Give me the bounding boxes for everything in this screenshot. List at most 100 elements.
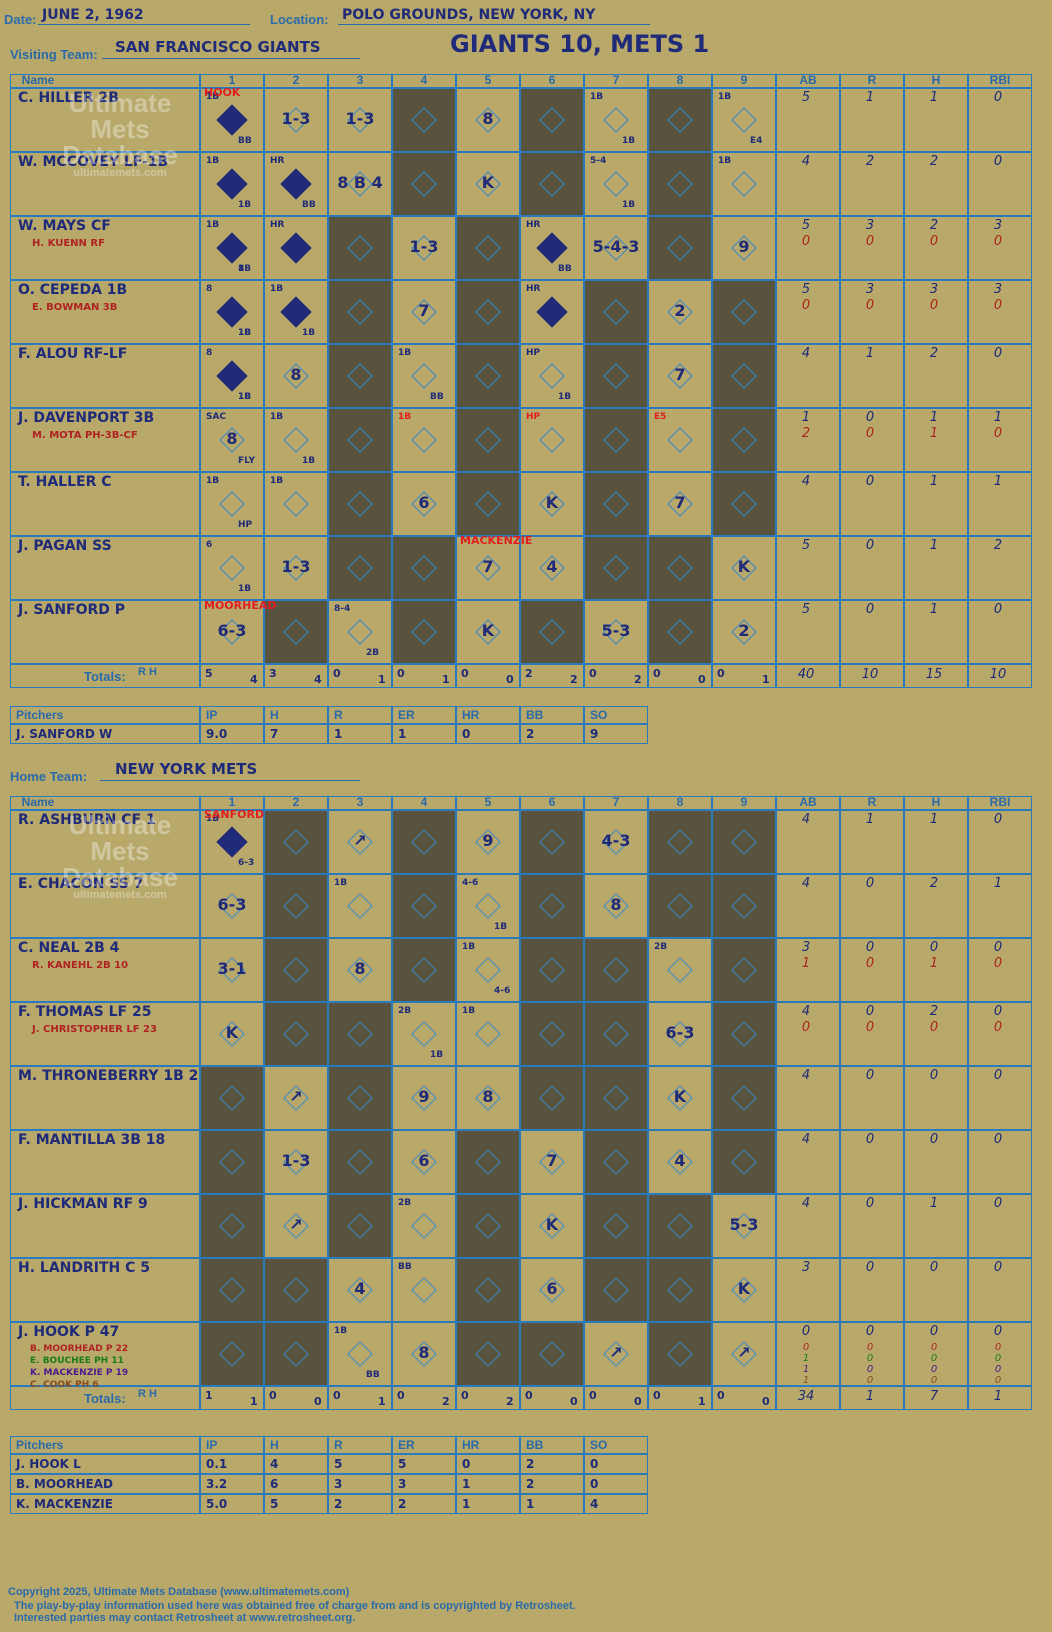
inning-cell <box>712 1002 776 1066</box>
substitute-stat-value: 0 <box>994 1342 1002 1353</box>
stat-value: 1 <box>865 90 875 105</box>
inning-cell <box>264 1322 328 1386</box>
column-header-label: 2 <box>292 795 300 809</box>
inning-hits: 1 <box>378 673 386 686</box>
total-stat-cell <box>968 664 1032 688</box>
play-notation: 1B <box>590 92 604 102</box>
inning-cell <box>328 1066 392 1130</box>
inning-cell <box>584 216 648 280</box>
inning-cell <box>200 1322 264 1386</box>
home-team-label: Home Team: <box>10 769 88 784</box>
stat-cell <box>840 1258 904 1322</box>
column-header-label: 8 <box>676 795 684 809</box>
inning-cell <box>264 152 328 216</box>
inning-cell <box>392 1322 456 1386</box>
inning-cell <box>392 472 456 536</box>
batter-cell <box>10 810 200 874</box>
column-header-3 <box>328 796 392 810</box>
batter-name: F. ALOU RF-LF <box>18 346 128 362</box>
inning-total-cell <box>328 1386 392 1410</box>
inning-hits: 4 <box>314 673 322 686</box>
pitcher-change-note: MACKENZIE <box>460 534 533 547</box>
inning-cell <box>392 810 456 874</box>
inning-cell <box>712 216 776 280</box>
column-header-2 <box>264 796 328 810</box>
inning-total-cell <box>200 1386 264 1410</box>
inning-cell <box>520 810 584 874</box>
play-notation: 1B <box>238 328 252 338</box>
total-stat-value: 1 <box>865 1389 875 1404</box>
pitcher-stat: 7 <box>270 727 279 741</box>
stat-value: 2 <box>929 218 939 233</box>
pitcher-stat: 4 <box>590 1497 599 1511</box>
pitcher-header-cell <box>392 1436 456 1454</box>
pitcher-header-cell <box>520 1436 584 1454</box>
substitute-stat-value: 0 <box>994 1353 1002 1364</box>
substitute-stat-value: 0 <box>993 956 1003 971</box>
column-header-6 <box>520 74 584 88</box>
inning-cell <box>200 1002 264 1066</box>
column-header-label: 9 <box>740 73 748 87</box>
substitute-stat-value: 0 <box>993 234 1003 249</box>
pitcher-stat: 1 <box>462 1477 471 1491</box>
inning-hits: 4 <box>250 673 258 686</box>
pitcher-header-label: BB <box>526 708 544 722</box>
pitcher-stat-cell <box>328 724 392 744</box>
inning-hits: 2 <box>506 1395 514 1408</box>
play-notation: 1B <box>462 942 476 952</box>
inning-hits: 1 <box>250 1395 258 1408</box>
inning-runs: 0 <box>653 667 661 680</box>
play-notation: E4 <box>750 136 763 146</box>
substitute-stat-value: 0 <box>930 1364 938 1375</box>
inning-cell <box>712 600 776 664</box>
column-header-5 <box>456 796 520 810</box>
pitcher-header-cell <box>392 706 456 724</box>
stat-value: 3 <box>993 282 1003 297</box>
pitcher-header-label: HR <box>462 1438 480 1452</box>
batter-cell <box>10 216 200 280</box>
stat-cell <box>968 1130 1032 1194</box>
stat-cell <box>968 1194 1032 1258</box>
inning-runs: 3 <box>269 667 277 680</box>
substitute-stat-value: 1 <box>929 956 939 971</box>
play-notation: 6 <box>206 540 213 550</box>
pitcher-stat: 1 <box>462 1497 471 1511</box>
play-notation: HR <box>270 220 285 230</box>
substitute-stat-value: 1 <box>802 1375 810 1386</box>
stat-value: 0 <box>993 90 1003 105</box>
inning-cell <box>520 344 584 408</box>
substitute-name: H. KUENN RF <box>32 238 105 249</box>
play-result: 1-3 <box>281 109 311 128</box>
total-stat-value: 40 <box>797 667 815 682</box>
column-header-name <box>10 796 200 810</box>
play-notation: 4-6 <box>462 878 479 888</box>
play-notation: HR <box>526 220 541 230</box>
column-header-3 <box>328 74 392 88</box>
play-result: K <box>737 1279 751 1298</box>
play-notation: 1B <box>622 136 636 146</box>
column-header-9 <box>712 74 776 88</box>
stat-cell <box>968 938 1032 1002</box>
play-result: 8 <box>482 1087 494 1106</box>
play-notation: 5-4 <box>590 156 607 166</box>
inning-cell <box>712 344 776 408</box>
stat-cell <box>840 874 904 938</box>
stat-cell <box>904 938 968 1002</box>
inning-cell <box>712 810 776 874</box>
column-header-label: RBI <box>989 73 1011 87</box>
watermark-text: Database <box>62 140 178 170</box>
pitcher-stat-cell <box>264 1474 328 1494</box>
inning-cell <box>648 1194 712 1258</box>
inning-cell <box>584 344 648 408</box>
pitcher-stat-cell <box>392 1474 456 1494</box>
pitcher-stat: 4 <box>270 1457 279 1471</box>
pitcher-header-cell <box>10 706 200 724</box>
stat-value: 0 <box>993 1004 1003 1019</box>
pitcher-header-cell <box>584 1436 648 1454</box>
total-stat-cell <box>840 664 904 688</box>
inning-cell <box>648 152 712 216</box>
inning-cell <box>456 472 520 536</box>
pitcher-stat-cell <box>456 1454 520 1474</box>
totals-label: Totals: <box>84 1391 126 1406</box>
column-header-name <box>10 74 200 88</box>
